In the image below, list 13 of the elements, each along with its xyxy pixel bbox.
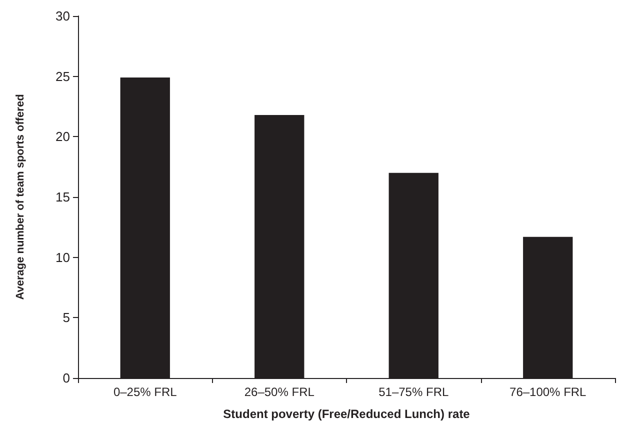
y-tick-label: 15 — [56, 190, 70, 204]
x-tick-label: 76–100% FRL — [510, 385, 587, 399]
y-tick-label: 25 — [56, 68, 70, 84]
y-tick-label: 5 — [62, 310, 70, 326]
x-tick-label: 0–25% FRL — [113, 385, 178, 399]
y-tick-label: 0 — [62, 370, 70, 386]
x-tick-label: 51–75% FRL — [378, 385, 449, 399]
x-tick-label: 26–50% FRL — [244, 385, 315, 399]
y-tick-label: 20 — [56, 129, 70, 144]
y-tick-label: 30 — [56, 8, 70, 24]
y-tick-label: 10 — [56, 250, 70, 265]
y-axis-title: Average number of team sports offered — [14, 94, 26, 300]
x-axis-title: Student poverty (Free/Reduced Lunch) rate — [223, 407, 470, 421]
